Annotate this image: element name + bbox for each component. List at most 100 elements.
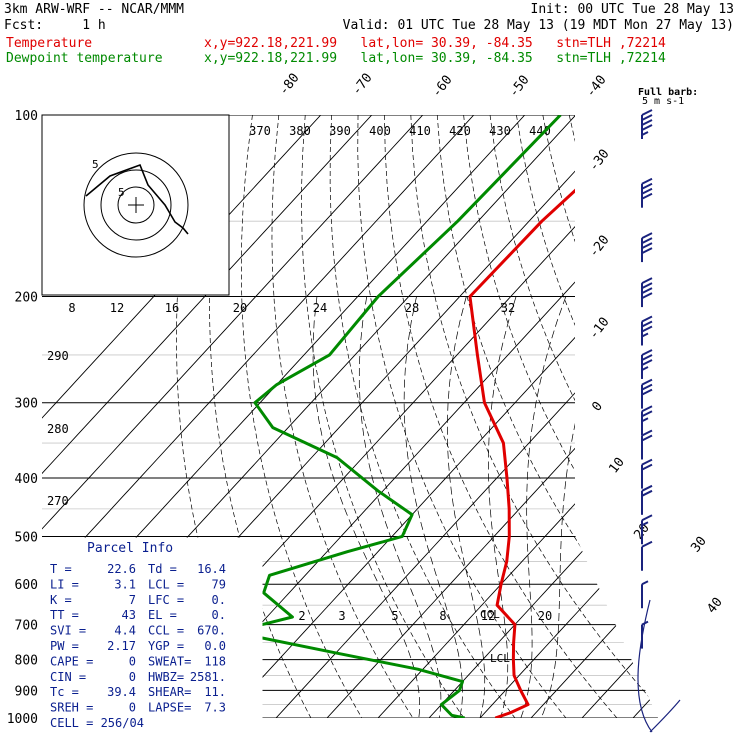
dry-adiabat-line bbox=[621, 115, 658, 718]
wind-barb-flag bbox=[641, 232, 653, 239]
dry-adiabat-line bbox=[436, 115, 658, 718]
legend-temperature-location: x,y=922.18,221.99 lat,lon= 30.39, -84.35… bbox=[204, 36, 666, 51]
isotherm-label: -70 bbox=[349, 71, 375, 99]
isotherm-line bbox=[377, 115, 658, 718]
parcel-field-value: 79 bbox=[212, 577, 226, 591]
parcel-field-label: SHEAR= bbox=[148, 685, 191, 699]
parcel-field-label: YGP = bbox=[148, 639, 184, 653]
isotherm-line bbox=[479, 115, 658, 718]
wind-barb-flag bbox=[641, 287, 653, 294]
theta-label: 390 bbox=[329, 124, 351, 138]
parcel-field-value: 0 bbox=[129, 701, 136, 715]
dry-adiabat-line bbox=[595, 115, 658, 718]
parcel-field-label: LFC = bbox=[148, 593, 184, 607]
wind-barb-half bbox=[641, 417, 649, 423]
lcl-label: LCL bbox=[490, 652, 510, 665]
dewpoint-line bbox=[231, 115, 562, 718]
parcel-field-label: SREH = bbox=[50, 701, 93, 715]
parcel-field-value: 0 bbox=[129, 654, 136, 668]
wind-barb bbox=[641, 580, 649, 609]
wind-barb-half bbox=[641, 131, 649, 136]
wind-barb-flag bbox=[641, 349, 653, 356]
theta-label: 370 bbox=[249, 124, 271, 138]
wind-barb bbox=[641, 405, 653, 436]
parcel-field-label: CCL = bbox=[148, 624, 184, 638]
wind-barb-flag bbox=[641, 378, 653, 386]
mixing-ratio-label: 24 bbox=[313, 301, 327, 315]
isotherm-line bbox=[581, 115, 658, 718]
mixing-ratio-label: 8 bbox=[68, 301, 75, 315]
parcel-field-value: 0. bbox=[212, 608, 226, 622]
isotherm-line bbox=[224, 115, 658, 718]
wind-barb-flag bbox=[641, 315, 653, 323]
isotherm-label: -80 bbox=[276, 71, 302, 99]
sounding-series bbox=[231, 115, 658, 718]
wind-barb-flag bbox=[641, 242, 653, 249]
wind-barb bbox=[641, 540, 653, 571]
parcel-field-value: 16.4 bbox=[197, 562, 226, 576]
isotherm-line bbox=[42, 115, 373, 718]
parcel-field-label: SVI = bbox=[50, 624, 86, 638]
pressure-label: 200 bbox=[15, 291, 38, 306]
hodograph-trace bbox=[85, 163, 189, 235]
lower-ratio-label: 12 bbox=[481, 609, 495, 623]
wind-barb bbox=[641, 277, 653, 308]
wind-barb-flag bbox=[641, 282, 653, 289]
isotherm-label: -20 bbox=[586, 233, 612, 261]
lower-ratio-label: 5 bbox=[391, 609, 398, 623]
wind-barb-flag bbox=[641, 388, 653, 396]
parcel-field-label: EL = bbox=[148, 608, 177, 622]
dry-adiabat-line bbox=[463, 115, 658, 718]
theta-label: 410 bbox=[409, 124, 431, 138]
parcel-field-value: 0. bbox=[212, 593, 226, 607]
parcel-field-value: 670. bbox=[197, 624, 226, 638]
wind-barb-flag bbox=[641, 429, 653, 437]
hodograph-ring bbox=[117, 186, 155, 224]
wind-barb-half bbox=[641, 366, 649, 371]
wind-barb-flag bbox=[641, 540, 653, 548]
parcel-field-value: 0 bbox=[129, 670, 136, 684]
pressure-label: 800 bbox=[15, 654, 38, 669]
parcel-field-value: 7.3 bbox=[204, 701, 226, 715]
parcel-field-label: CELL = 256/04 bbox=[50, 716, 144, 730]
lower-wind-profile bbox=[637, 599, 681, 733]
wind-barb-flag bbox=[641, 405, 653, 413]
isotherm-line bbox=[42, 115, 424, 718]
isotherm-label: -30 bbox=[586, 147, 612, 175]
isotherm-line bbox=[684, 115, 740, 718]
dry-adiabat-line bbox=[384, 115, 618, 718]
isotherm-label: -40 bbox=[583, 73, 609, 101]
parcel-info-background bbox=[41, 537, 263, 729]
wind-barb-flag bbox=[641, 434, 653, 442]
dry-adiabat-line bbox=[329, 115, 516, 718]
dry-adiabat-line bbox=[301, 115, 465, 718]
isotherm-label: -10 bbox=[586, 315, 612, 343]
wind-barb-flag bbox=[641, 359, 653, 366]
isotherm-label: 30 bbox=[688, 534, 709, 556]
dry-adiabat-line bbox=[701, 115, 740, 718]
wind-barbs bbox=[637, 109, 681, 733]
pressure-label: 500 bbox=[15, 530, 38, 545]
isotherm-line bbox=[632, 115, 658, 718]
wind-barb-flag bbox=[641, 237, 653, 244]
wind-barb-flag bbox=[641, 463, 653, 471]
parcel-field-value: 3.1 bbox=[114, 577, 136, 591]
dry-adiabat-line bbox=[648, 115, 658, 718]
parcel-field-label: K = bbox=[50, 593, 72, 607]
parcel-field-value: 11. bbox=[204, 685, 226, 699]
parcel-field-label: TT = bbox=[50, 608, 79, 622]
left-theta-label: 290 bbox=[47, 349, 69, 363]
theta-label: 400 bbox=[369, 124, 391, 138]
wind-barb-half bbox=[641, 580, 649, 586]
wind-barb-flag bbox=[641, 192, 653, 200]
temperature-line bbox=[468, 115, 658, 718]
parcel-field-label: SWEAT= bbox=[148, 654, 191, 668]
forecast-hour: Fcst: 1 h bbox=[4, 18, 106, 33]
lower-ratio-label: 8 bbox=[439, 609, 446, 623]
moist-adiabat-line bbox=[540, 296, 616, 718]
isotherm-label: -60 bbox=[429, 73, 455, 101]
parcel-field-value: 118 bbox=[204, 654, 226, 668]
parcel-field-value: 4.4 bbox=[114, 624, 136, 638]
wind-barb bbox=[641, 177, 653, 208]
moist-adiabat-line bbox=[488, 296, 517, 718]
